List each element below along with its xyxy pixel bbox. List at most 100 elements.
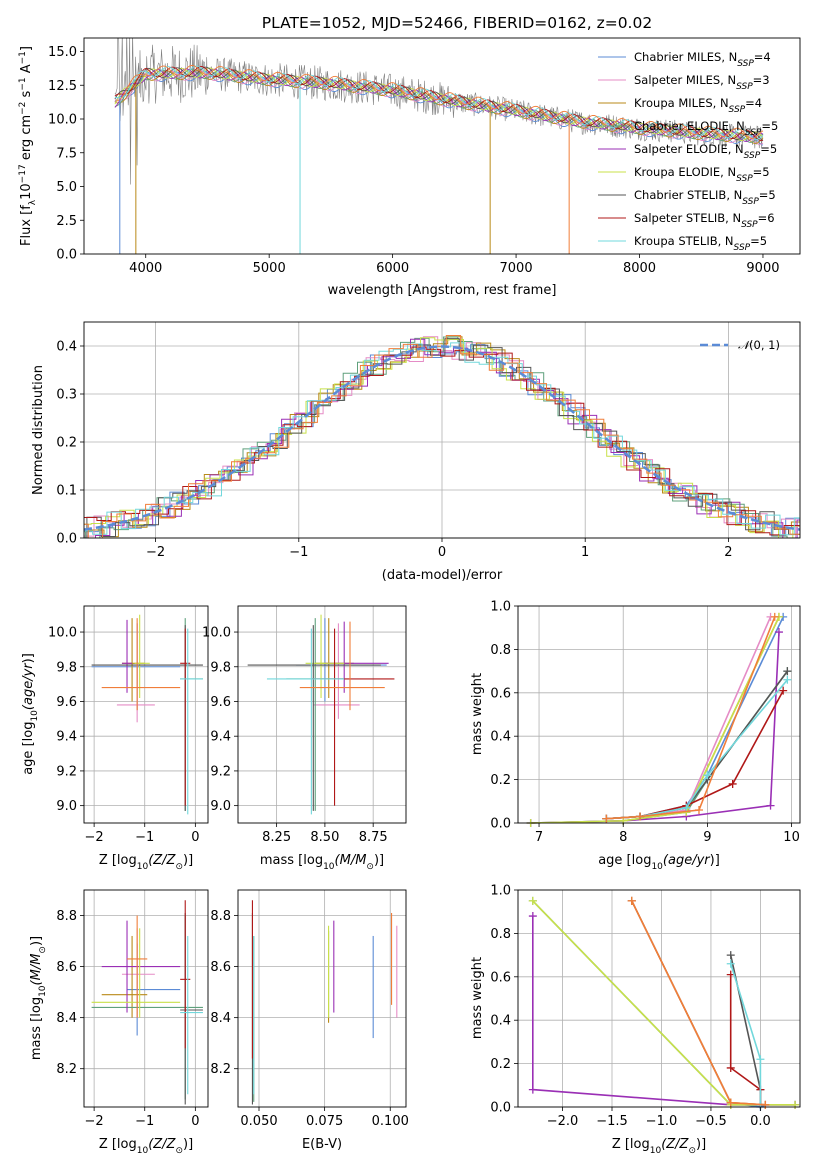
x-tick-label: 2 [724,545,732,560]
y-tick-label: 8.6 [210,960,231,975]
x-tick-label: 8000 [623,261,656,276]
x-tick-label: 8 [619,830,627,845]
residual-histogram [84,337,800,538]
label-part: =5 [759,188,776,202]
plot-area [251,900,398,1105]
y-tick-label: 1.0 [490,600,511,615]
y-tick-label: 0.0 [490,1101,511,1116]
y-tick-label: 0.8 [490,927,511,942]
label-part: =5 [750,234,767,248]
mass-weight-line [606,679,789,820]
x-axis-label: (data-model)/error [382,568,503,583]
y-tick-label: 9.0 [210,799,231,814]
model-spectrum [114,64,764,139]
label-part: 10 [19,183,34,200]
label-part: (M/M [335,853,367,868]
x-tick-label: 0 [438,545,446,560]
mass-weight-line [729,963,762,1105]
label-part: Kroupa MILES, N [634,96,729,110]
label-part: ⊙ [366,862,374,872]
x-tick-label: −1 [135,830,154,845]
y-tick-label: 10.0 [202,626,231,641]
legend-entry: Salpeter MILES, NSSP=3 [634,73,770,92]
ticks: −2 −1 0 1 2 0.0 0.1 0.2 0.3 0.4 [56,340,732,561]
label-part: Z [log [99,1137,137,1152]
panel-mass-weight-vs-metallicity: −2.0 −1.5 −1.0 −0.5 0.0 0.0 0.2 0.4 0.6 0.8 1.0 Z [… [470,884,801,1156]
y-tick-label: 0.4 [56,340,77,355]
label-part: SSP [744,151,761,161]
label-part: Kroupa ELODIE, N [634,165,736,179]
x-tick-label: 1 [581,545,589,560]
label-part: Flux [f [19,205,34,246]
label-part: age [log [598,853,651,868]
mass-weight-line [606,616,772,820]
label-part: Chabrier STELIB, N [634,188,742,202]
plus-marker [783,675,792,684]
residual-histogram [84,342,800,536]
y-tick-label: 9.4 [56,730,77,745]
label-part: (M/M [29,954,44,986]
mass-weight-line [729,974,762,1105]
ticks: −2 −1 0 9.0 9.2 9.4 9.6 9.8 10.0 [48,626,199,845]
plot-area [526,612,792,827]
legend-entry: Kroupa ELODIE, NSSP=5 [634,165,770,184]
mass-weight-line [532,916,796,1106]
mass-weight-line [631,900,766,1108]
mass-weight-line [530,631,780,824]
axes-frame [237,889,407,1108]
y-tick-label: 8.2 [210,1062,231,1077]
mass-weight-line [530,670,789,824]
legend-entry: Salpeter ELODIE, NSSP=5 [634,142,777,161]
label-part: SSP [736,82,753,92]
label-part: =4 [745,96,762,110]
y-tick-label: 9.2 [56,764,77,779]
residual-histogram [84,346,800,536]
label-part: ⊙ [38,946,48,954]
plus-marker [774,628,783,637]
label-part: (age/yr [21,662,36,710]
label-part: Chabrier MILES, N [634,50,737,64]
y-tick-label: 8.2 [56,1062,77,1077]
plus-marker [726,951,735,960]
y-tick-label: 1.0 [490,884,511,899]
label-part: (Z/Z [148,1137,176,1152]
label-part: =3 [753,73,770,87]
label-part: )] [696,1137,706,1152]
y-tick-label: 9.8 [210,660,231,675]
plus-marker [703,771,712,780]
axes-frame [517,889,801,1108]
x-tick-label: 0.0 [750,1114,771,1129]
x-tick-label: −1.5 [596,1114,628,1129]
label-part: s [19,90,34,101]
label-part: =5 [760,142,777,156]
x-tick-label: 8.75 [359,830,388,845]
label-part: SSP [736,174,753,184]
y-tick-label: 9.2 [210,764,231,779]
ticks: 4000 5000 6000 7000 8000 9000 0.0 2.5 5.0 7.5 10.0… [48,45,779,276]
model-spectrum [114,67,764,141]
y-tick-label: 0.3 [56,388,77,403]
x-tick-label: 7 [535,830,543,845]
label-part: ⊙ [688,1146,696,1156]
label-part: =5 [753,165,770,179]
mass-weight-line [606,616,776,820]
label-part: Chabrier ELODIE, N [634,119,745,133]
label-part: Kroupa STELIB, N [634,234,734,248]
label-part: SSP [745,128,762,138]
plot-area [91,614,203,815]
plus-marker [766,801,775,810]
panel-age-vs-metallicity: −2 −1 09.09.29.49.69.810.0Z [log10(Z/Z⊙)]a… [21,605,209,872]
y-tick-label: 8.8 [210,909,231,924]
label-part: Salpeter MILES, N [634,73,736,87]
plus-marker [756,1055,765,1064]
y-tick-label: 9.4 [210,730,231,745]
legend-entry: Chabrier MILES, NSSP=4 [634,50,771,69]
model-spectrum [114,66,764,141]
x-tick-label: 0.050 [240,1114,277,1129]
y-tick-label: 9.8 [56,660,77,675]
y-axis-label: age [log10(age/yr)] [21,653,40,775]
plus-marker [783,667,792,676]
y-tick-label: 2.5 [56,214,77,229]
